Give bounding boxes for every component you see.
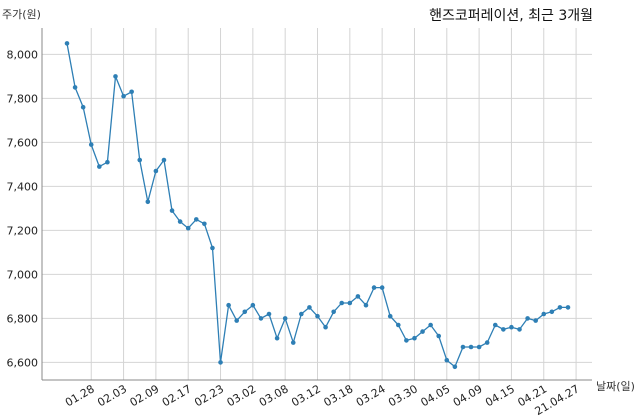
- data-point: [129, 89, 134, 95]
- data-point: [121, 93, 126, 99]
- data-point: [379, 285, 385, 290]
- data-point: [549, 309, 555, 315]
- data-point: [533, 318, 538, 323]
- data-point: [509, 324, 514, 330]
- data-point: [323, 324, 328, 330]
- data-point: [193, 217, 199, 222]
- y-tick-label: 7,800: [7, 92, 39, 105]
- x-tick-label: 03.30: [386, 382, 420, 409]
- data-point: [468, 344, 474, 350]
- data-point: [250, 302, 256, 308]
- data-point: [299, 311, 304, 317]
- x-tick-label: 03.02: [225, 382, 259, 409]
- y-tick-label: 7,000: [7, 268, 39, 281]
- data-point: [363, 302, 369, 308]
- data-point: [177, 219, 183, 224]
- data-point: [517, 327, 522, 332]
- data-point: [452, 364, 458, 370]
- data-point: [541, 311, 547, 317]
- data-point: [444, 357, 450, 363]
- x-tick-label: 04.15: [483, 382, 517, 409]
- data-point: [266, 311, 272, 317]
- data-point: [274, 335, 280, 341]
- series-layer: [64, 41, 571, 370]
- data-point: [242, 309, 248, 315]
- y-tick-label: 7,600: [7, 136, 39, 149]
- data-point: [565, 305, 571, 310]
- data-point: [428, 322, 433, 328]
- data-point: [113, 74, 118, 79]
- chart-grid: [42, 28, 592, 380]
- data-point: [371, 285, 377, 290]
- data-point: [105, 159, 110, 165]
- data-point: [258, 316, 264, 321]
- x-tick-label: 02.03: [95, 382, 129, 409]
- data-point: [307, 305, 312, 310]
- x-tick-label: 03.18: [322, 382, 356, 409]
- y-tick-label: 6,800: [7, 312, 39, 325]
- data-point: [218, 360, 223, 365]
- data-point: [234, 318, 239, 323]
- data-point: [347, 300, 353, 306]
- data-point: [169, 208, 175, 213]
- x-tick-label: 03.24: [354, 382, 388, 409]
- data-point: [202, 221, 207, 227]
- x-tick-label: 04.05: [419, 382, 453, 409]
- data-point: [436, 333, 442, 339]
- data-point: [387, 313, 393, 319]
- data-point: [557, 305, 563, 310]
- x-axis-label: 날짜(일): [596, 379, 635, 393]
- data-point: [137, 157, 143, 163]
- x-tick-label: 03.12: [289, 382, 323, 409]
- data-point: [282, 316, 288, 321]
- data-point: [331, 309, 336, 315]
- x-axis-ticks: 01.2802.0302.0902.1702.2303.0203.0803.12…: [63, 382, 582, 418]
- data-point: [339, 300, 345, 306]
- data-point: [355, 294, 361, 299]
- x-tick-label: 01.28: [63, 382, 97, 409]
- data-point: [64, 41, 70, 46]
- y-tick-label: 7,400: [7, 180, 39, 193]
- data-point: [153, 168, 159, 174]
- data-point: [404, 338, 409, 343]
- x-tick-label: 04.09: [451, 382, 485, 409]
- data-point: [412, 335, 417, 341]
- chart-title: 핸즈코퍼레이션, 최근 3개월: [429, 8, 593, 24]
- x-tick-label: 03.08: [257, 382, 291, 409]
- y-axis-label: 주가(원): [2, 8, 41, 21]
- y-axis-ticks: 6,600 6,800 7,000 7,200 7,400 7,600 7,800 8,000: [7, 48, 39, 369]
- data-point: [161, 157, 167, 163]
- data-point: [315, 313, 320, 319]
- data-point: [420, 329, 425, 334]
- data-point: [501, 327, 506, 332]
- y-tick-label: 7,200: [7, 224, 39, 237]
- x-tick-label: 02.23: [192, 382, 226, 409]
- data-point: [476, 344, 482, 350]
- data-point: [484, 340, 490, 345]
- data-point: [88, 142, 94, 147]
- data-point: [525, 316, 530, 321]
- data-point: [97, 164, 102, 169]
- data-point: [185, 225, 191, 231]
- data-point: [72, 85, 78, 90]
- data-point: [80, 104, 86, 110]
- data-point: [492, 322, 498, 328]
- data-point: [210, 245, 215, 251]
- y-tick-label: 8,000: [7, 48, 39, 61]
- y-tick-label: 6,600: [7, 356, 39, 369]
- x-tick-label: 02.17: [160, 382, 194, 409]
- data-point: [460, 344, 466, 350]
- x-tick-label: 02.09: [128, 382, 162, 409]
- data-point: [226, 302, 231, 308]
- data-point: [290, 340, 296, 345]
- data-point: [145, 199, 151, 205]
- data-point: [396, 322, 401, 328]
